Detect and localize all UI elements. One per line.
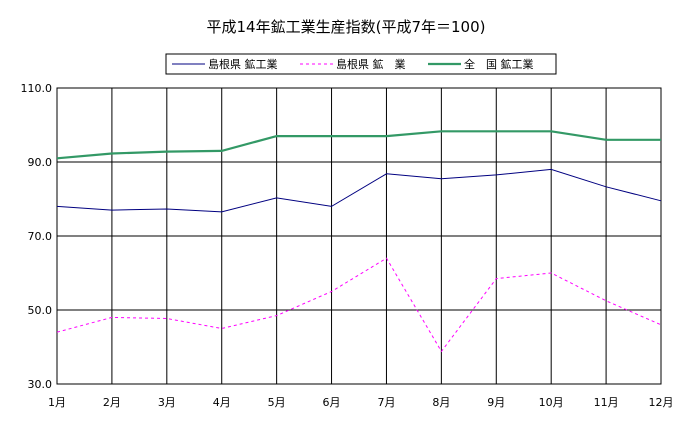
- legend-label-0: 島根県 鉱工業: [208, 57, 278, 71]
- chart-title: 平成14年鉱工業生産指数(平成7年＝100): [207, 18, 486, 36]
- x-tick-label: 12月: [649, 396, 674, 409]
- legend: 島根県 鉱工業 島根県 鉱 業 全 国 鉱工業: [165, 53, 557, 75]
- y-tick-label: 110.0: [21, 82, 53, 95]
- x-tick-label: 11月: [594, 396, 619, 409]
- x-tick-label: 5月: [268, 396, 286, 409]
- x-tick-label: 10月: [539, 396, 564, 409]
- y-tick-label: 50.0: [28, 304, 53, 317]
- legend-label-1: 島根県 鉱 業: [336, 57, 406, 71]
- plot-area: 30.0 50.0 70.0 90.0 110.0 1月 2月 3月 4月 5月 6月 7月 8月 9月 1…: [21, 82, 674, 409]
- series-line-2: [56, 130, 661, 160]
- y-tick-label: 30.0: [28, 378, 53, 391]
- x-tick-label: 9月: [487, 396, 505, 409]
- x-tick-label: 2月: [103, 396, 121, 409]
- x-tick-label: 6月: [323, 396, 341, 409]
- legend-label-2: 全 国 鉱工業: [464, 57, 534, 71]
- x-tick-label: 3月: [158, 396, 176, 409]
- x-tick-label: 4月: [213, 396, 231, 409]
- plot-border: [56, 87, 662, 385]
- x-tick-label: 1月: [48, 396, 66, 409]
- x-tick-label: 8月: [432, 396, 450, 409]
- y-tick-label: 70.0: [28, 230, 53, 243]
- legend-box: [165, 53, 557, 75]
- x-tick-label: 7月: [377, 396, 395, 409]
- series-line-1: [56, 257, 662, 353]
- y-tick-label: 90.0: [28, 156, 53, 169]
- series-line-0: [56, 168, 662, 213]
